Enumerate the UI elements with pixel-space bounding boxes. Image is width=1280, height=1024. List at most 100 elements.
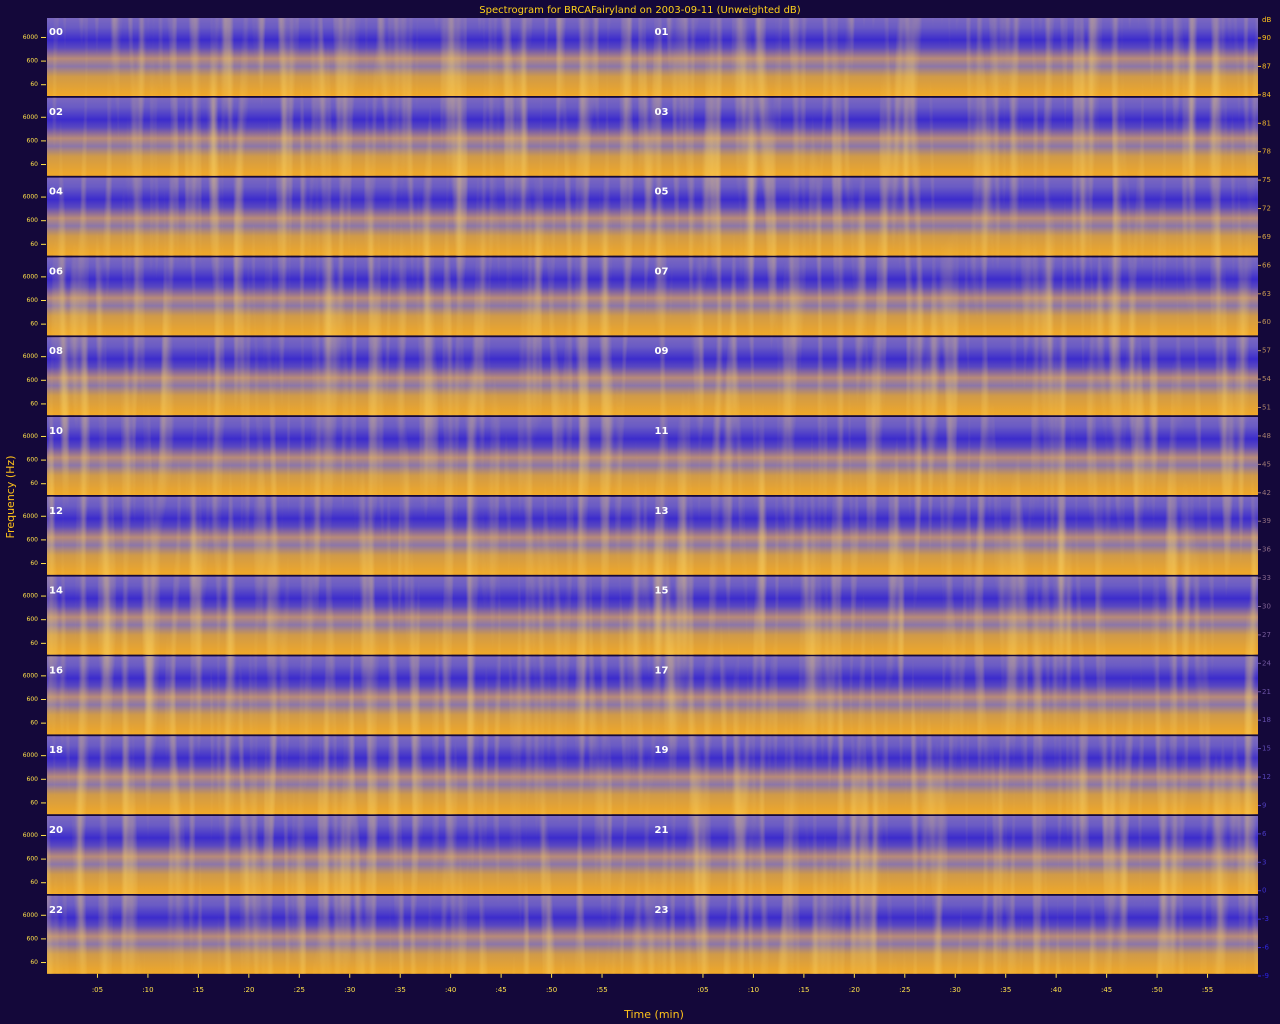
colorbar-tick-label: 3 <box>1262 858 1266 866</box>
colorbar-tick-label: -3 <box>1262 915 1269 923</box>
x-tick-label: :45 <box>495 986 506 994</box>
x-tick-label: :15 <box>193 986 204 994</box>
hour-label: 22 <box>49 905 63 916</box>
colorbar-tick-label: 45 <box>1262 460 1271 468</box>
hour-label: 13 <box>655 506 669 517</box>
y-tick-label: 600 <box>27 457 39 464</box>
colorbar-tick-label: 36 <box>1262 546 1271 554</box>
y-tick-label: 6000 <box>23 513 38 520</box>
y-tick-label: 600 <box>27 297 39 304</box>
colorbar-tick-label: 60 <box>1262 318 1271 326</box>
hour-label: 11 <box>655 426 669 437</box>
x-tick-label: :05 <box>92 986 103 994</box>
colorbar-tick-label: 18 <box>1262 716 1271 724</box>
x-tick-label: :35 <box>1000 986 1011 994</box>
x-tick-label: :50 <box>546 986 557 994</box>
colorbar-tick-label: 30 <box>1262 602 1271 610</box>
colorbar-tick-label: 48 <box>1262 432 1271 440</box>
x-tick-label: :30 <box>344 986 355 994</box>
y-axis-label: Frequency (Hz) <box>4 456 17 539</box>
hour-label: 16 <box>49 665 63 676</box>
colorbar-tick-label: 57 <box>1262 347 1271 355</box>
hour-label: 05 <box>655 187 669 198</box>
spectrogram-texture <box>47 337 1258 416</box>
y-tick-label: 600 <box>27 616 39 623</box>
x-axis-label: Time (min) <box>623 1008 684 1021</box>
x-tick-label: :40 <box>445 986 456 994</box>
chart-title: Spectrogram for BRCAFairyland on 2003-09… <box>479 5 800 16</box>
x-tick-label: :05 <box>697 986 708 994</box>
hour-label: 06 <box>49 266 63 277</box>
hour-label: 04 <box>49 187 63 198</box>
y-tick-label: 60 <box>30 241 38 248</box>
x-tick-label: :25 <box>294 986 305 994</box>
hour-label: 23 <box>655 905 669 916</box>
hour-label: 14 <box>49 586 63 597</box>
colorbar-tick-label: 84 <box>1262 91 1271 99</box>
y-tick-label: 60 <box>30 879 38 886</box>
y-tick-label: 6000 <box>23 832 38 839</box>
colorbar-tick-label: 21 <box>1262 688 1271 696</box>
y-tick-label: 600 <box>27 536 39 543</box>
spectrogram-texture <box>47 816 1258 894</box>
y-tick-label: 60 <box>30 81 38 88</box>
hour-label: 18 <box>49 745 63 756</box>
colorbar-tick-label: 54 <box>1262 375 1271 383</box>
colorbar-tick-label: 66 <box>1262 261 1271 269</box>
spectrogram-texture <box>47 417 1258 495</box>
spectrogram-texture <box>47 895 1258 974</box>
colorbar-tick-label: 6 <box>1262 830 1267 838</box>
y-tick-label: 6000 <box>23 194 38 201</box>
y-tick-label: 600 <box>27 217 39 224</box>
hour-label: 03 <box>655 107 669 118</box>
y-tick-label: 6000 <box>23 912 38 919</box>
x-tick-label: :25 <box>899 986 910 994</box>
y-tick-label: 6000 <box>23 752 38 759</box>
y-tick-label: 600 <box>27 935 39 942</box>
colorbar-tick-label: 12 <box>1262 773 1271 781</box>
colorbar-tick-label: 33 <box>1262 574 1271 582</box>
spectrogram-texture <box>47 576 1258 655</box>
colorbar-tick-label: -9 <box>1262 972 1269 980</box>
hour-label: 02 <box>49 107 63 118</box>
x-tick-label: :20 <box>849 986 860 994</box>
y-tick-label: 60 <box>30 799 38 806</box>
hour-label: 12 <box>49 506 63 517</box>
colorbar-tick-label: 63 <box>1262 290 1271 298</box>
x-tick-label: :10 <box>142 986 153 994</box>
x-tick-label: :10 <box>748 986 759 994</box>
y-tick-label: 6000 <box>23 433 38 440</box>
hour-label: 21 <box>655 825 669 836</box>
y-tick-label: 600 <box>27 137 39 144</box>
y-tick-label: 6000 <box>23 672 38 679</box>
hour-label: 01 <box>655 27 669 38</box>
colorbar-label: dB <box>1262 16 1271 24</box>
spectrogram-texture <box>47 177 1258 256</box>
spectrogram-texture <box>47 656 1258 735</box>
colorbar-tick-label: 51 <box>1262 404 1271 412</box>
y-tick-label: 600 <box>27 696 39 703</box>
hour-label: 10 <box>49 426 63 437</box>
x-tick-label: :15 <box>798 986 809 994</box>
y-tick-label: 60 <box>30 560 38 567</box>
colorbar-tick-label: 27 <box>1262 631 1271 639</box>
x-tick-label: :35 <box>395 986 406 994</box>
y-tick-label: 60 <box>30 400 38 407</box>
y-tick-label: 60 <box>30 321 38 328</box>
y-tick-label: 60 <box>30 640 38 647</box>
y-tick-label: 60 <box>30 480 38 487</box>
colorbar-tick-label: 78 <box>1262 148 1271 156</box>
y-tick-label: 60 <box>30 959 38 966</box>
colorbar-tick-label: 9 <box>1262 801 1266 809</box>
y-tick-label: 600 <box>27 377 39 384</box>
y-tick-label: 6000 <box>23 273 38 280</box>
colorbar-tick-label: 24 <box>1262 659 1271 667</box>
hour-label: 09 <box>655 346 669 357</box>
spectrogram-texture <box>47 18 1258 96</box>
x-tick-label: :40 <box>1051 986 1062 994</box>
x-tick-label: :30 <box>950 986 961 994</box>
y-tick-label: 6000 <box>23 114 38 121</box>
hour-label: 20 <box>49 825 63 836</box>
